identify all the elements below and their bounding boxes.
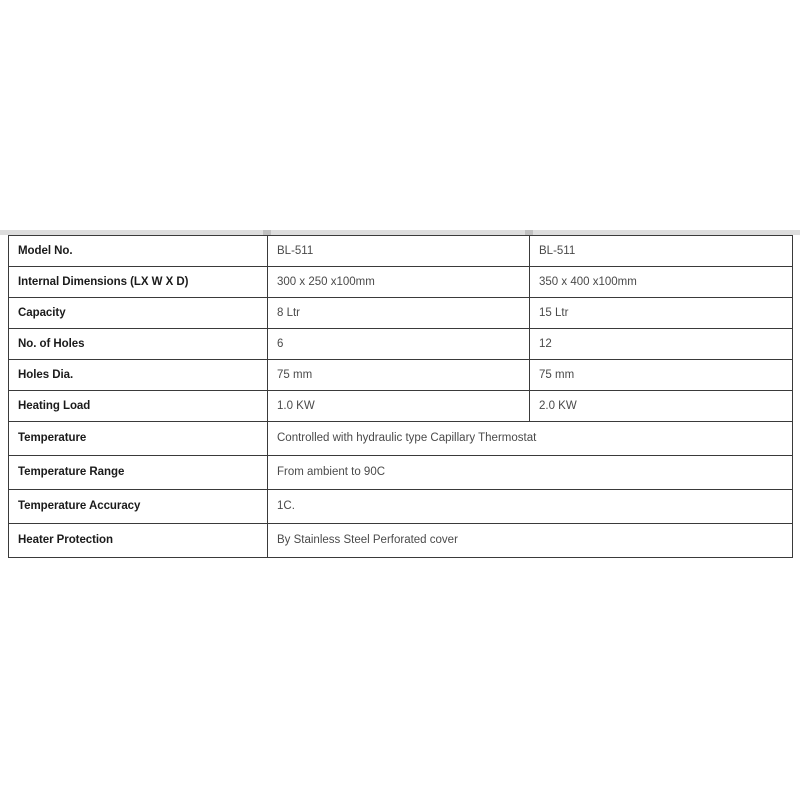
row-value-model-b: 15 Ltr (529, 297, 793, 329)
row-value-model-b: BL-511 (529, 235, 793, 267)
column-resize-handle-2[interactable] (525, 230, 533, 235)
table-row: No. of Holes 6 12 (8, 328, 793, 360)
row-label: Heating Load (8, 390, 268, 422)
row-value-model-b: 12 (529, 328, 793, 360)
specification-table-container: Model No. BL-511 BL-511 Internal Dimensi… (8, 235, 793, 558)
row-value-model-b: 2.0 KW (529, 390, 793, 422)
row-value-model-a: 8 Ltr (267, 297, 530, 329)
row-value-merged: From ambient to 90C (267, 455, 793, 490)
table-row: Capacity 8 Ltr 15 Ltr (8, 297, 793, 329)
row-label: Temperature (8, 421, 268, 456)
table-row: Heater Protection By Stainless Steel Per… (8, 523, 793, 558)
row-label: Internal Dimensions (LX W X D) (8, 266, 268, 298)
row-label: No. of Holes (8, 328, 268, 360)
row-value-model-a: 1.0 KW (267, 390, 530, 422)
row-label: Capacity (8, 297, 268, 329)
table-row: Heating Load 1.0 KW 2.0 KW (8, 390, 793, 422)
column-resize-handle-1[interactable] (263, 230, 271, 235)
table-row: Internal Dimensions (LX W X D) 300 x 250… (8, 266, 793, 298)
row-value-model-b: 75 mm (529, 359, 793, 391)
specification-table: Model No. BL-511 BL-511 Internal Dimensi… (8, 235, 793, 558)
specification-table-body: Model No. BL-511 BL-511 Internal Dimensi… (8, 235, 793, 558)
row-value-merged: Controlled with hydraulic type Capillary… (267, 421, 793, 456)
row-label: Model No. (8, 235, 268, 267)
table-row: Temperature Range From ambient to 90C (8, 455, 793, 490)
row-label: Temperature Range (8, 455, 268, 490)
row-value-model-b: 350 x 400 x100mm (529, 266, 793, 298)
table-row: Temperature Accuracy 1C. (8, 489, 793, 524)
table-row: Holes Dia. 75 mm 75 mm (8, 359, 793, 391)
row-value-merged: By Stainless Steel Perforated cover (267, 523, 793, 558)
row-label: Temperature Accuracy (8, 489, 268, 524)
row-value-model-a: BL-511 (267, 235, 530, 267)
row-label: Holes Dia. (8, 359, 268, 391)
row-label: Heater Protection (8, 523, 268, 558)
table-row: Temperature Controlled with hydraulic ty… (8, 421, 793, 456)
column-resize-bar[interactable] (0, 230, 800, 235)
table-row: Model No. BL-511 BL-511 (8, 235, 793, 267)
row-value-model-a: 6 (267, 328, 530, 360)
row-value-model-a: 300 x 250 x100mm (267, 266, 530, 298)
row-value-model-a: 75 mm (267, 359, 530, 391)
row-value-merged: 1C. (267, 489, 793, 524)
